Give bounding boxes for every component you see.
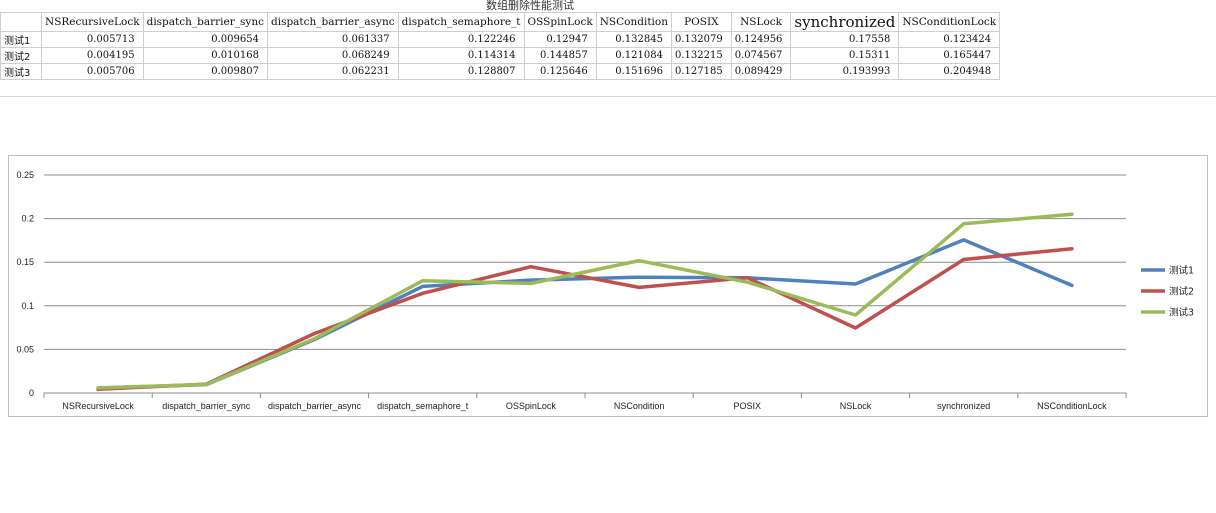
table-row: 测试1 0.005713 0.009654 0.061337 0.122246 … [0, 31, 1001, 48]
x-tick-label: NSCondition [614, 401, 665, 411]
table-cell[interactable]: 0.124956 [730, 31, 792, 48]
table-cell[interactable]: 0.068249 [266, 47, 399, 64]
divider [0, 96, 1216, 97]
y-tick-label: 0.2 [21, 214, 34, 224]
x-tick-label: NSConditionLock [1037, 401, 1107, 411]
table-cell[interactable]: 0.114314 [397, 47, 525, 64]
table-cell[interactable]: 0.128807 [397, 63, 525, 80]
table-header-row: NSRecursiveLock dispatch_barrier_sync di… [0, 12, 1001, 32]
legend-label: 测试3 [1169, 307, 1194, 319]
results-table: NSRecursiveLock dispatch_barrier_sync di… [0, 12, 1001, 80]
header-cell[interactable]: NSLock [730, 12, 792, 32]
header-cell[interactable]: OSSpinLock [523, 12, 597, 32]
table-cell[interactable]: 0.062231 [266, 63, 399, 80]
y-tick-label: 0 [29, 388, 34, 398]
x-tick-label: POSIX [734, 401, 762, 411]
table-cell[interactable]: 0.151696 [595, 63, 672, 80]
table-cell[interactable]: 0.089429 [730, 63, 792, 80]
table-cell[interactable]: 0.121084 [595, 47, 672, 64]
header-cell[interactable]: NSCondition [595, 12, 672, 32]
table-cell[interactable]: 0.15311 [790, 47, 900, 64]
header-cell[interactable]: dispatch_barrier_async [266, 12, 399, 32]
table-row: 测试3 0.005706 0.009807 0.062231 0.128807 … [0, 63, 1001, 80]
x-tick-label: NSRecursiveLock [62, 401, 134, 411]
table-cell[interactable]: 0.005706 [41, 63, 144, 80]
x-tick-label: NSLock [840, 401, 872, 411]
table-cell[interactable]: 0.144857 [523, 47, 597, 64]
table-cell[interactable]: 0.17558 [790, 31, 900, 48]
table-title: 数组删除性能测试 [486, 0, 574, 12]
y-tick-label: 0.05 [16, 344, 34, 354]
table-cell[interactable]: 0.125646 [523, 63, 597, 80]
header-cell[interactable]: dispatch_barrier_sync [142, 12, 268, 32]
table-cell[interactable]: 0.127185 [670, 63, 732, 80]
table-cell[interactable]: 0.009654 [142, 31, 268, 48]
header-cell[interactable]: NSConditionLock [898, 12, 1001, 32]
table-cell[interactable]: 0.132215 [670, 47, 732, 64]
line-chart: 0 0.05 0.1 0.15 0.2 0.25 NSRecursiveLock dispat… [16, 170, 1194, 411]
table-cell[interactable]: 0.12947 [523, 31, 597, 48]
header-cell[interactable]: NSRecursiveLock [41, 12, 144, 32]
x-tick-label: dispatch_barrier_sync [162, 401, 251, 411]
x-tick-label: OSSpinLock [506, 401, 557, 411]
row-label[interactable]: 测试2 [0, 47, 42, 64]
table-cell[interactable]: 0.123424 [898, 31, 1001, 48]
legend-label: 测试2 [1169, 286, 1194, 298]
x-tick-label: synchronized [937, 401, 990, 411]
table-cell[interactable]: 0.004195 [41, 47, 144, 64]
line-chart-frame[interactable]: 0 0.05 0.1 0.15 0.2 0.25 NSRecursiveLock dispat… [8, 155, 1208, 417]
table-cell[interactable]: 0.132079 [670, 31, 732, 48]
table-cell[interactable]: 0.204948 [898, 63, 1001, 80]
table-cell[interactable]: 0.132845 [595, 31, 672, 48]
header-cell[interactable]: POSIX [670, 12, 732, 32]
table-cell[interactable]: 0.122246 [397, 31, 525, 48]
row-label[interactable]: 测试1 [0, 31, 42, 48]
table-cell[interactable]: 0.010168 [142, 47, 268, 64]
x-tick-label: dispatch_semaphore_t [377, 401, 469, 411]
header-cell[interactable]: synchronized [790, 12, 900, 32]
legend-label: 测试1 [1169, 265, 1194, 277]
series-line [96, 246, 1074, 392]
y-tick-label: 0.25 [16, 170, 34, 180]
table-cell[interactable]: 0.009807 [142, 63, 268, 80]
header-cell[interactable]: dispatch_semaphore_t [397, 12, 525, 32]
table-cell[interactable]: 0.074567 [730, 47, 792, 64]
series-line [96, 212, 1074, 390]
y-tick-label: 0.1 [21, 301, 34, 311]
table-row: 测试2 0.004195 0.010168 0.068249 0.114314 … [0, 47, 1001, 64]
table-cell[interactable]: 0.165447 [898, 47, 1001, 64]
header-cell-corner[interactable] [0, 12, 42, 32]
table-cell[interactable]: 0.061337 [266, 31, 399, 48]
table-cell[interactable]: 0.193993 [790, 63, 900, 80]
table-cell[interactable]: 0.005713 [41, 31, 144, 48]
row-label[interactable]: 测试3 [0, 63, 42, 80]
x-tick-label: dispatch_barrier_async [268, 401, 362, 411]
y-tick-label: 0.15 [16, 257, 34, 267]
